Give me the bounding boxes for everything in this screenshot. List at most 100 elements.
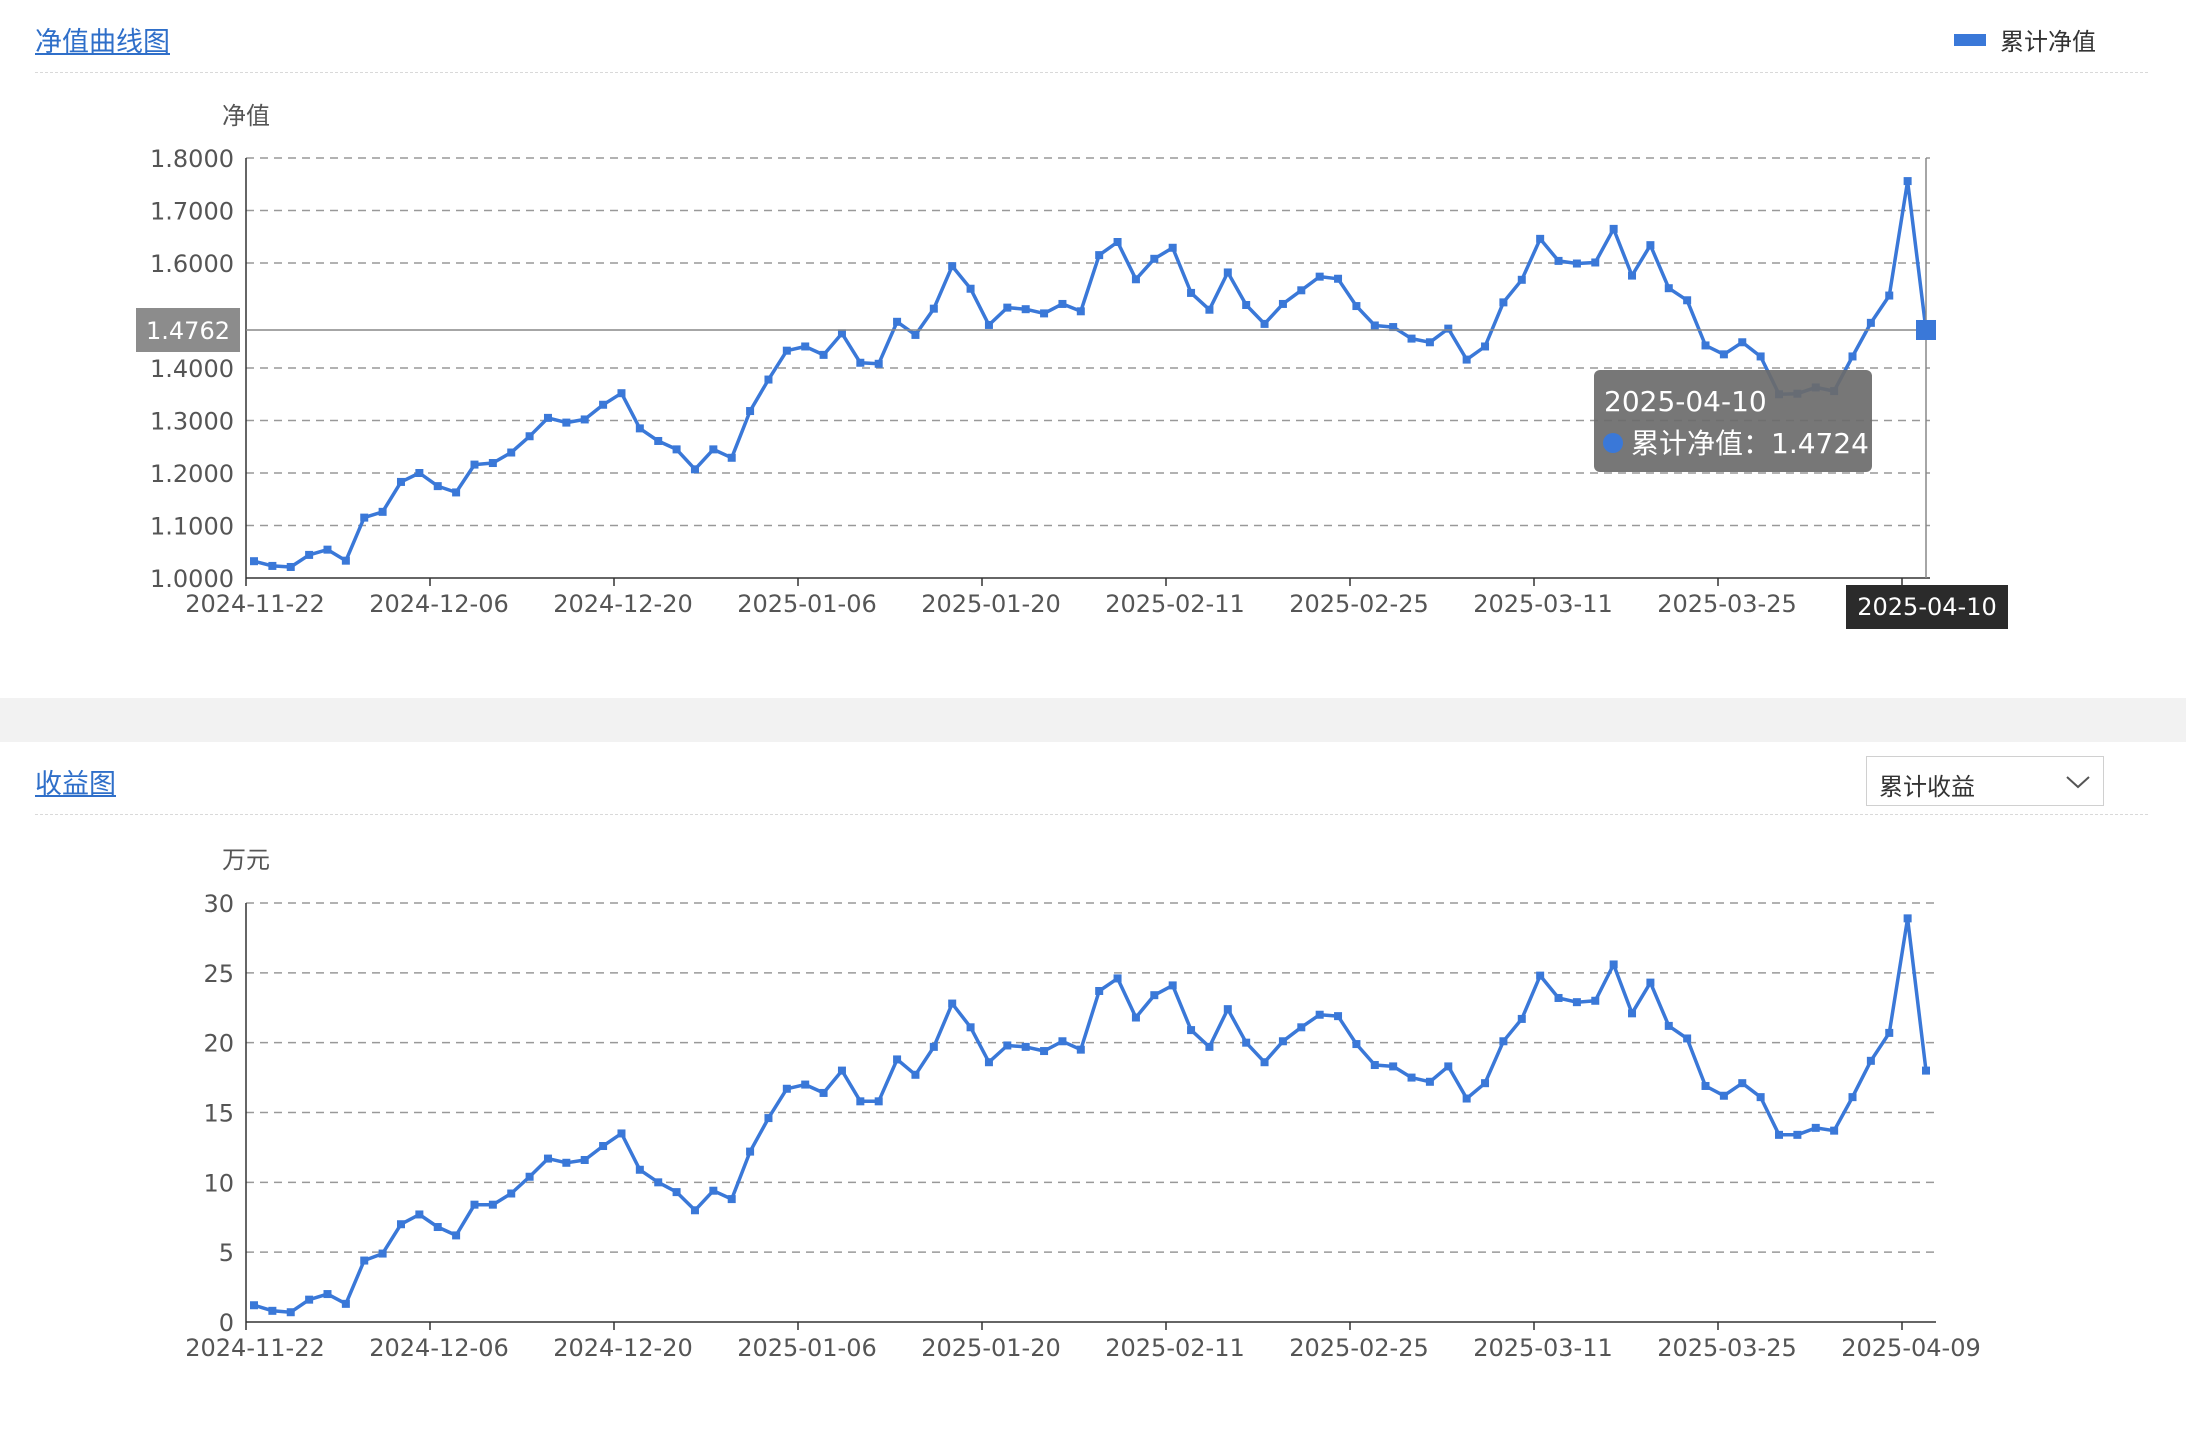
data-point (286, 562, 295, 571)
data-point (1407, 1073, 1416, 1082)
y-tick-label: 10 (203, 1169, 234, 1197)
data-point (654, 436, 663, 445)
data-point (617, 389, 626, 398)
x-tick-label: 2025-03-25 (1657, 1334, 1796, 1362)
data-point (1738, 1079, 1747, 1088)
nav-line-chart[interactable]: 净值 1.0000 1.1000 1.2000 1.3000 1.4000 1.6000 1.… (0, 0, 2186, 698)
y-tick-label: 5 (219, 1239, 234, 1267)
data-point (378, 1249, 387, 1258)
data-point (1811, 1123, 1820, 1132)
data-point (690, 1206, 699, 1215)
data-point (1315, 272, 1324, 281)
data-point (360, 1256, 369, 1265)
data-point (929, 1042, 938, 1051)
data-point (1756, 352, 1765, 361)
y-tick-label: 1.6000 (150, 250, 234, 278)
tooltip-box (1594, 370, 1872, 472)
data-point (1536, 234, 1545, 243)
data-point (396, 1220, 405, 1229)
data-point (782, 1084, 791, 1093)
data-point (1187, 1026, 1196, 1035)
x-tick-label: 2025-01-20 (921, 1334, 1060, 1362)
data-point (1481, 342, 1490, 351)
pointer-x-label-bg (1846, 585, 2008, 629)
data-point (1425, 1077, 1434, 1086)
data-point (1719, 350, 1728, 359)
legend-swatch-icon (1954, 33, 1986, 46)
legend-cumulative-nav[interactable]: 累计净值 (1954, 22, 2096, 57)
data-point (746, 1147, 755, 1156)
select-value: 累计收益 (1879, 773, 1975, 801)
data-point (562, 1158, 571, 1167)
x-tick-label: 2024-11-22 (185, 1334, 324, 1362)
data-point (1021, 1042, 1030, 1051)
data-point (856, 1097, 865, 1106)
data-point (1058, 299, 1067, 308)
data-point (709, 1186, 718, 1195)
x-tick-label: 2025-02-11 (1105, 1334, 1244, 1362)
data-point (1444, 1062, 1453, 1071)
highlighted-data-point (1916, 319, 1936, 340)
data-point (305, 1295, 314, 1304)
data-point (1260, 319, 1269, 328)
data-point (654, 1178, 663, 1187)
data-point (1205, 1042, 1214, 1051)
y-tick-label: 1.4000 (150, 355, 234, 383)
data-point (1848, 352, 1857, 361)
data-point (837, 1066, 846, 1075)
y-tick-label: 30 (203, 890, 234, 918)
data-point (1113, 974, 1122, 983)
data-point (470, 1200, 479, 1209)
x-tick-label: 2025-01-06 (737, 590, 876, 618)
data-point (507, 1189, 516, 1198)
data-point (746, 407, 755, 416)
data-point (617, 1129, 626, 1138)
data-point (1499, 1037, 1508, 1046)
nav-curve-title[interactable]: 净值曲线图 (35, 27, 170, 58)
data-point (1903, 177, 1912, 186)
data-point (488, 459, 497, 468)
data-point (1866, 318, 1875, 327)
data-point (672, 1188, 681, 1197)
income-title[interactable]: 收益图 (35, 769, 116, 800)
data-point (727, 1195, 736, 1204)
data-point (1370, 321, 1379, 330)
y-tick-label: 1.3000 (150, 408, 234, 436)
data-point (893, 317, 902, 326)
data-point (1866, 1056, 1875, 1065)
data-point (1683, 296, 1692, 305)
y-tick-label: 1.8000 (150, 145, 234, 173)
data-point (1425, 338, 1434, 347)
data-point (1462, 355, 1471, 364)
data-point (1903, 914, 1912, 923)
data-point (1848, 1093, 1857, 1102)
data-point (1315, 1010, 1324, 1019)
data-point (543, 413, 552, 422)
data-point (1370, 1061, 1379, 1070)
data-point (1701, 341, 1710, 350)
data-point (1076, 1045, 1085, 1054)
data-point (433, 482, 442, 491)
data-point (1407, 334, 1416, 343)
data-point (507, 448, 516, 457)
data-point (1278, 1037, 1287, 1046)
data-point (1150, 991, 1159, 1000)
legend-label: 累计净值 (2000, 28, 2096, 56)
data-point (305, 550, 314, 559)
x-tick-label: 2025-03-25 (1657, 590, 1796, 618)
x-tick-label: 2025-03-11 (1473, 590, 1612, 618)
income-type-select[interactable]: 累计收益 (1866, 756, 2104, 806)
x-tick-label: 2025-02-25 (1289, 590, 1428, 618)
tooltip-date: 2025-04-10 (1604, 385, 1767, 418)
data-point (966, 284, 975, 293)
y-tick-label: 0 (219, 1309, 234, 1337)
data-point (948, 262, 957, 271)
x-tick-label: 2024-12-20 (553, 1334, 692, 1362)
data-point (1517, 1014, 1526, 1023)
data-point (1536, 971, 1545, 980)
data-point (488, 1200, 497, 1209)
y-tick-label: 1.2000 (150, 460, 234, 488)
data-point (396, 477, 405, 486)
income-line-chart[interactable]: 万元 0 5 10 15 20 25 30 2024-11-22 2024-12-06 2024-1… (0, 742, 2186, 1444)
chevron-down-icon (2066, 776, 2090, 789)
